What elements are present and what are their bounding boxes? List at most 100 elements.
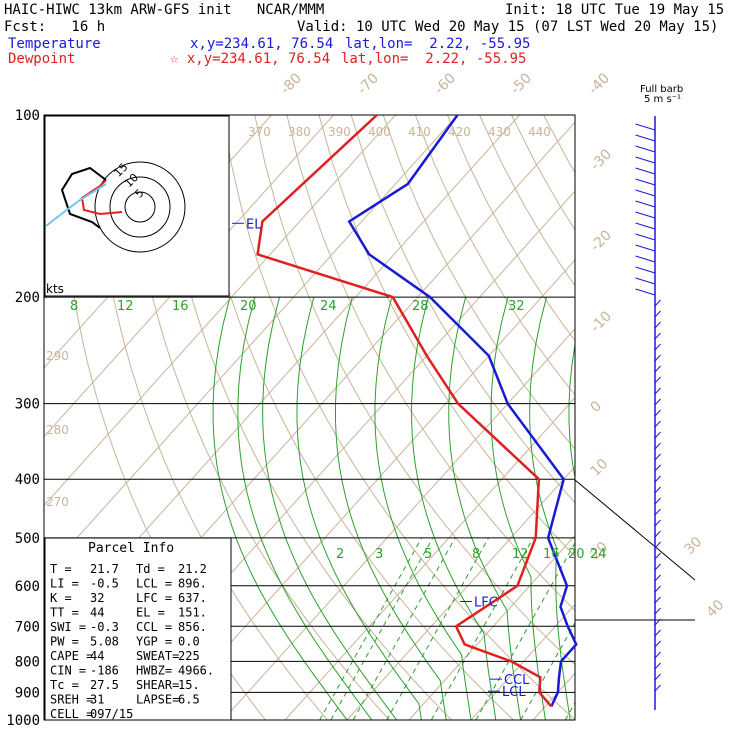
isotherm xyxy=(284,397,575,720)
dry-adiabat xyxy=(286,115,575,612)
moist-adiabat xyxy=(262,296,398,720)
parcel-info-cell: SHEAR= xyxy=(136,678,179,692)
dry-adiabat xyxy=(704,115,740,720)
isotherm xyxy=(532,672,575,720)
chart-title: HAIC-HIWC 13km ARW-GFS init NCAR/MMM xyxy=(4,2,325,18)
dewpoint-line xyxy=(256,114,553,708)
pressure-tick-label: 300 xyxy=(15,397,40,413)
parcel-info-cell: 31 xyxy=(90,693,104,707)
wind-barb xyxy=(654,596,661,604)
pressure-tick-label: 800 xyxy=(15,654,40,670)
wind-barb xyxy=(654,310,661,318)
isotherm xyxy=(719,115,740,720)
parcel-info-cell: 637. xyxy=(178,591,207,605)
wind-barb xyxy=(654,475,661,483)
wind-barb xyxy=(654,486,661,494)
moist-adiabat xyxy=(568,341,575,481)
mixing-ratio-line xyxy=(564,701,575,720)
isotherm-label: -70 xyxy=(355,70,382,97)
wind-barb xyxy=(635,277,656,285)
isotherm-label: -60 xyxy=(432,70,459,97)
moist-adiabat-label: 12 xyxy=(117,299,134,314)
dry-adiabat xyxy=(672,115,740,720)
pressure-tick-label: 600 xyxy=(15,579,40,595)
isotherm xyxy=(346,465,575,720)
hodograph-trace-low xyxy=(80,179,123,216)
parcel-info-cell: 44 xyxy=(90,606,104,620)
isotherm-label: 0 xyxy=(588,398,606,416)
pressure-tick-label: 200 xyxy=(15,290,40,306)
theta-label-left: 290 xyxy=(46,349,69,363)
parcel-info-cell: 151. xyxy=(178,606,207,620)
wind-barb xyxy=(654,662,661,670)
wind-barb xyxy=(654,420,661,428)
wind-barb xyxy=(654,585,661,593)
isotherm xyxy=(44,115,334,438)
moist-adiabat-label: 16 xyxy=(172,299,189,314)
wind-barb xyxy=(654,629,661,637)
parcel-info-cell: LCL = xyxy=(136,577,172,591)
parcel-info-cell: 21.7 xyxy=(90,562,119,576)
wind-barb xyxy=(654,299,661,307)
parcel-info-cell: LAPSE= xyxy=(136,693,179,707)
parcel-info-cell: SWEAT= xyxy=(136,649,179,663)
theta-label: 380 xyxy=(288,125,311,139)
wind-barb xyxy=(635,222,656,230)
wind-barb xyxy=(654,607,661,615)
parcel-info-cell: LI = xyxy=(50,577,79,591)
parcel-info-cell: 32 xyxy=(90,591,104,605)
parcel-info-cell: CCL = xyxy=(136,620,172,634)
mixing-ratio-label: 12 xyxy=(512,547,529,562)
mixing-ratio-line xyxy=(352,537,456,720)
wind-barb xyxy=(654,453,661,461)
parcel-info-cell: SREH = xyxy=(50,693,93,707)
wind-barb xyxy=(635,178,656,186)
theta-label: 420 xyxy=(448,125,471,139)
parcel-info-cell: 27.5 xyxy=(90,678,119,692)
parcel-info-cell: 5.08 xyxy=(90,635,119,649)
dry-adiabat xyxy=(350,115,575,504)
mixing-ratio-line xyxy=(430,537,534,720)
parcel-info-cell: 21.2 xyxy=(178,562,207,576)
theta-label: 400 xyxy=(368,125,391,139)
wind-barb xyxy=(654,673,661,681)
parcel-info-cell: 6.5 xyxy=(178,693,200,707)
wind-barb xyxy=(654,497,661,505)
hodograph-box xyxy=(44,115,230,297)
wind-barb xyxy=(654,332,661,340)
mixing-ratio-label: 8 xyxy=(472,547,480,562)
mixing-ratio-label: 16 xyxy=(543,547,560,562)
parcel-info-cell: HWBZ= xyxy=(136,664,172,678)
wind-barb xyxy=(654,431,661,439)
dewpoint-legend: Dewpoint xyxy=(8,51,76,67)
parcel-info-cell: 896. xyxy=(178,577,207,591)
barb-legend-line2: 5 m s⁻¹ xyxy=(644,94,681,105)
wind-barb xyxy=(654,530,661,538)
parcel-info-cell: 225 xyxy=(178,649,200,663)
wind-barb xyxy=(635,123,656,131)
wind-barb xyxy=(654,541,661,549)
temperature-latlon: lat,lon= 2.22, -55.95 xyxy=(345,36,531,52)
temperature-xy: x,y=234.61, 76.54 xyxy=(190,36,334,52)
hodograph-ring xyxy=(124,191,156,223)
wind-barb xyxy=(635,244,656,252)
isotherm-label: -10 xyxy=(588,308,615,335)
hodograph-trace-mid xyxy=(60,166,107,229)
parcel-info-cell: -0.3 xyxy=(90,620,119,634)
isotherm-label: -80 xyxy=(278,70,305,97)
moist-adiabat xyxy=(411,296,497,720)
isotherm-label: -40 xyxy=(586,70,613,97)
wind-barb xyxy=(654,640,661,648)
mixing-ratio-line xyxy=(386,537,490,720)
parcel-info-cell: CIN = xyxy=(50,664,86,678)
moist-adiabat xyxy=(296,296,422,720)
wind-barb xyxy=(654,354,661,362)
parcel-info-cell: 856. xyxy=(178,620,207,634)
parcel-info-cell: 097/15 xyxy=(90,707,133,721)
isotherm-label: 40 xyxy=(704,597,728,621)
pressure-tick-label: 900 xyxy=(15,685,40,701)
wind-barb xyxy=(654,464,661,472)
parcel-info-heading: Parcel Info xyxy=(88,541,174,556)
isotherm xyxy=(408,534,575,720)
parcel-info-cell: YGP = xyxy=(136,635,172,649)
